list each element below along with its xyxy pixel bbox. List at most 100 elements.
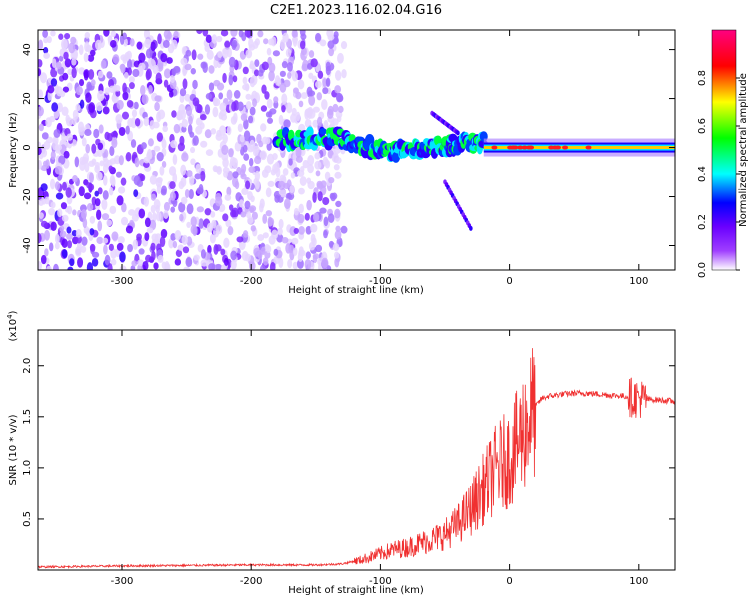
spectrogram-cell [456,130,460,136]
spectrogram-cell [129,82,135,90]
spectrogram-cell [184,188,190,198]
colorbar-tick-label: 0.8 [697,70,708,86]
spectrogram-cell [239,135,245,143]
spectrogram-cell [132,239,139,250]
spectrogram-cell [177,110,182,117]
spectrogram-cell [225,219,232,228]
spectrogram-cell [433,135,443,146]
spectrogram-cell [186,203,194,215]
spectrogram-cell [240,211,247,218]
spectrogram-cell [179,88,187,97]
spectrogram-cell [265,111,272,118]
spectrogram-cell [293,227,299,235]
spectrogram-cell [184,63,192,71]
spectrogram-cell [279,82,287,93]
spectrogram-cell [172,198,178,208]
spectrogram-cell [228,56,236,68]
spectrogram-cell [271,229,279,240]
spectrogram-cell [108,165,113,173]
spectrogram-cell [125,225,134,234]
spectrogram-cell [215,196,223,207]
spectrogram-cell [308,72,314,79]
y-tick-label: 0 [22,144,33,150]
spectrogram-cell [238,199,244,208]
spectrogram-cell [281,236,289,244]
spectrogram-cell [151,233,159,242]
spectrogram-cell [77,257,84,268]
spectrogram-cell [306,126,314,137]
spectrogram-cell [71,67,77,79]
spectrogram-cell [58,33,64,40]
spectrogram-cell [49,242,54,252]
spectrogram-cell [210,211,216,218]
spectrogram-cell [325,65,331,76]
spectrogram-cell [127,58,132,70]
spectrogram-cell [259,150,267,161]
spectrogram-cell [295,146,302,158]
spectrogram-cell [155,211,162,222]
spectrogram-cell [334,251,340,259]
spectrogram-cell [47,85,55,94]
spectrogram-cell [299,40,306,50]
spectrogram-cell [181,234,189,246]
spectrogram-cell [332,37,339,44]
spectrogram-cell [212,106,219,118]
spectrogram-cell [288,158,293,166]
spectrogram-cell [38,58,43,68]
spectrogram-cell [295,111,301,122]
spectrogram-cell [260,264,266,270]
spectrogram-frame [37,29,676,271]
spectrogram-cell [126,100,134,108]
spectrogram-cell [115,89,121,97]
x-tick-label: 100 [629,276,648,287]
snr-xlabel: Height of straight line (km) [288,585,424,596]
carrier-peak [491,145,498,150]
spectrogram-cell [204,104,211,115]
spectrogram-xlabel: Height of straight line (km) [288,285,424,296]
spectrogram-cell [127,67,132,76]
spectrogram-cell [198,218,204,229]
spectrogram-cell [228,74,234,86]
spectrogram-cell [133,189,139,198]
spectrogram-cell [278,188,287,196]
spectrogram-cell [138,208,146,219]
spectrogram-cell [104,131,110,141]
spectrogram-cell [193,254,200,261]
spectrogram-cell [242,76,248,85]
spectrogram-cell [110,40,117,48]
spectrogram-cell [208,65,215,74]
spectrogram-cell [196,206,205,213]
spectrogram-cell [238,30,244,38]
y-tick-label: 1.0 [22,460,33,476]
spectrogram-cell [195,163,202,173]
spectrogram-cell [195,125,203,135]
spectrogram-cell [332,243,340,252]
spectrogram-cell [67,240,73,249]
spectrogram-cell [38,159,43,170]
spectrogram-cell [103,149,109,159]
spectrogram-cell [282,32,289,43]
spectrogram-cell [298,100,304,108]
spectrogram-cell [131,260,138,267]
spectrogram-cell [46,36,52,44]
spectrogram-cell [133,175,141,186]
spectrogram-cell [115,114,123,124]
spectrogram-cell [192,79,198,90]
spectrogram-cell [154,101,160,112]
spectrogram-cell [261,61,269,71]
spectrogram-cell [67,266,74,270]
spectrogram-cell [101,213,110,221]
spectrogram-cell [308,50,315,58]
spectrogram-cell [267,117,274,124]
spectrogram-cell [287,259,293,269]
spectrogram-cell [327,34,335,41]
spectrogram-cell [65,187,72,198]
spectrogram-cell [120,63,126,74]
spectrogram-cell [68,42,76,54]
spectrogram-cell [63,51,69,60]
spectrogram-cell [131,109,138,118]
spectrogram-cell [247,216,254,224]
spectrogram-cell [265,187,272,198]
spectrogram-cell [178,201,186,213]
spectrogram-cell [42,30,49,38]
